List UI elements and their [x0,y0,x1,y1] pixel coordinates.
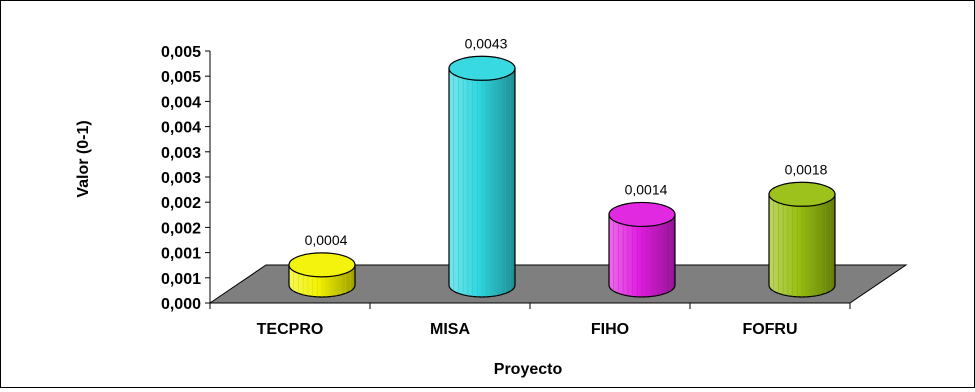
y-tick-label: 0,004 [161,120,201,137]
bar-top [448,55,516,81]
x-tick-label: TECPRO [257,321,324,338]
data-label: 0,0043 [465,35,508,51]
bar-top [608,201,676,228]
y-tick-label: 0,001 [161,246,201,263]
bar-tecpro [288,252,356,298]
data-labels-group: 0,0004 0,0043 0,0014 0,0018 [305,35,828,248]
y-axis-ticks: 0,000 0,001 0,001 0,002 0,002 0,003 0,003 0,004… [161,44,210,313]
y-tick-label: 0,005 [161,44,201,61]
y-tick-label: 0,001 [161,271,201,288]
data-label: 0,0004 [305,232,348,248]
x-tick-label: FOFRU [742,321,797,338]
data-label: 0,0018 [785,161,828,177]
y-tick-label: 0,002 [161,220,201,237]
x-tick-label: MISA [430,321,470,338]
x-tick-label: FIHO [591,321,629,338]
y-tick-label: 0,000 [161,296,201,313]
y-tick-label: 0,002 [161,195,201,212]
y-tick-label: 0,003 [161,170,201,187]
bar-top [288,252,356,278]
y-axis-title: Valor (0-1) [75,120,92,197]
x-axis-title: Proyecto [494,361,563,378]
bar-fiho [608,201,676,298]
bar-fofru [768,181,836,298]
y-tick-label: 0,003 [161,145,201,162]
bar-misa [448,55,516,298]
y-tick-label: 0,004 [161,94,201,111]
data-label: 0,0014 [625,181,668,197]
bars-group [288,55,836,298]
y-tick-label: 0,005 [161,69,201,86]
bar-top [768,181,836,207]
x-axis-ticks: TECPRO MISA FIHO FOFRU [209,303,851,338]
